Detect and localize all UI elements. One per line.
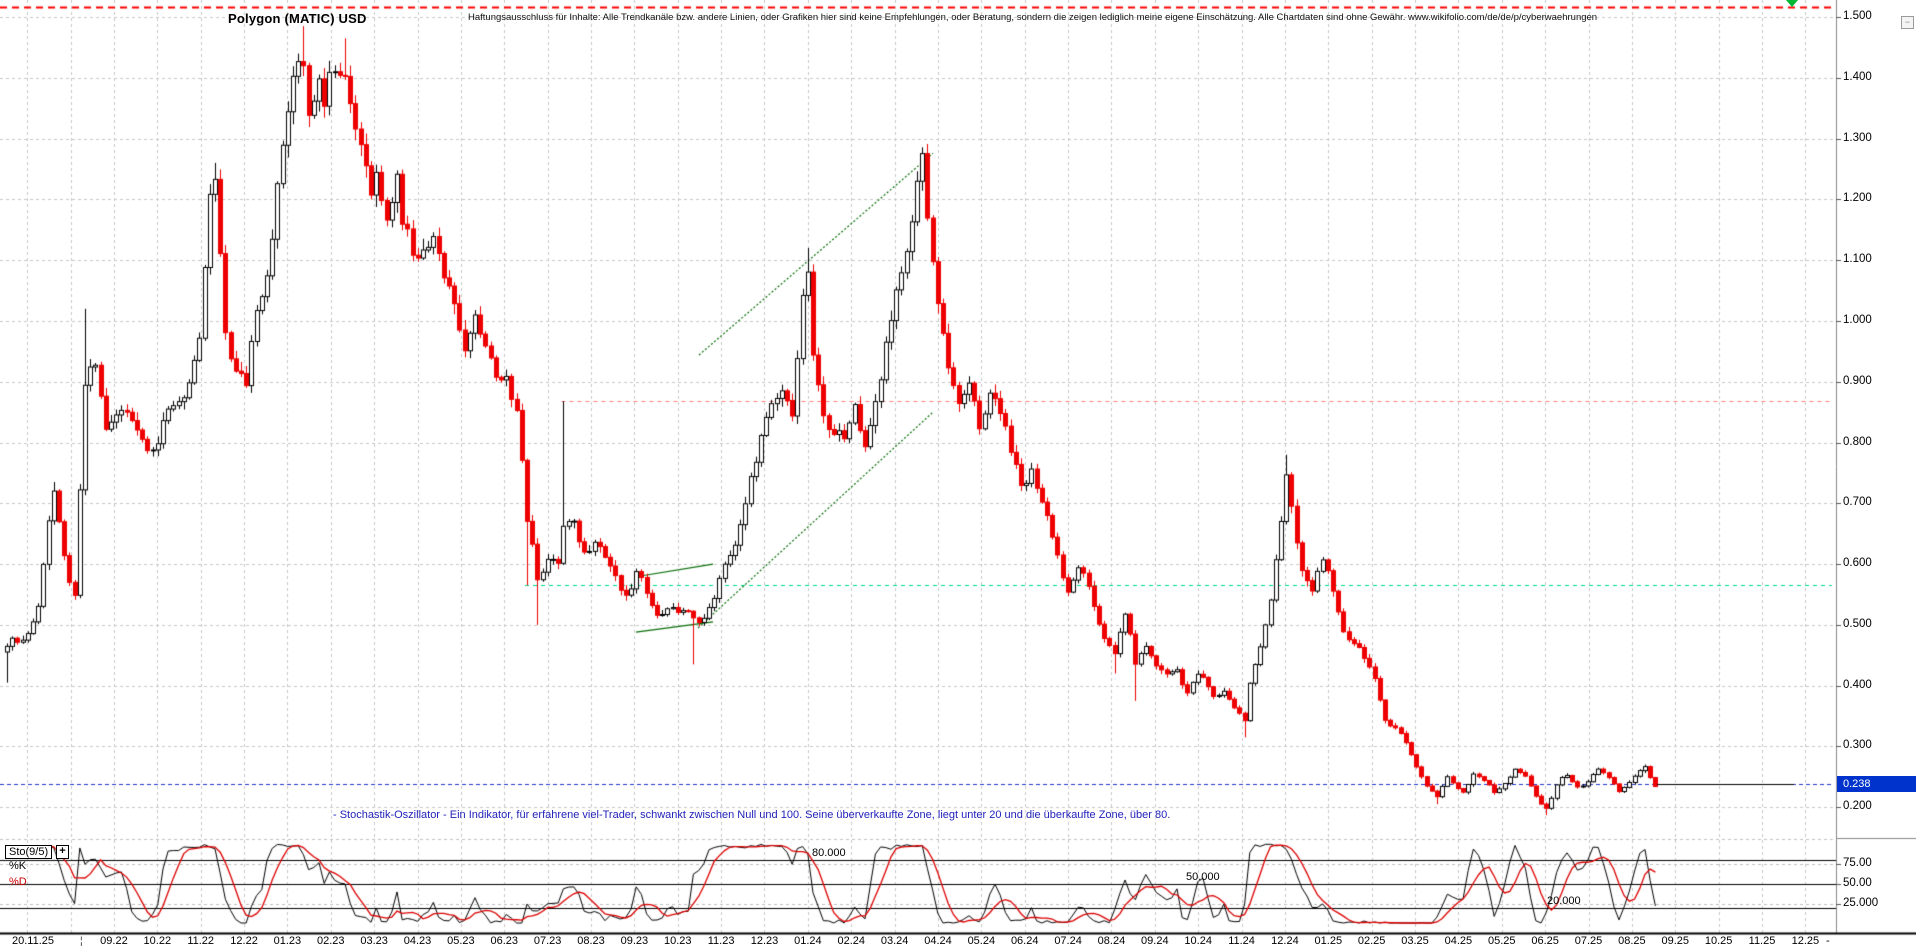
date-tick-label: 09.23 <box>620 935 649 947</box>
date-tick-label: 10.24 <box>1184 935 1212 947</box>
date-tick-label: 03.23 <box>360 935 388 947</box>
date-tick-label: 03.24 <box>880 935 909 947</box>
date-tick-label: 12.22 <box>230 935 258 947</box>
axis-end-mark: - <box>1826 935 1830 947</box>
date-tick-label: 01.25 <box>1314 935 1343 947</box>
stochastic-note: - Stochastik-Oszillator - Ein Indikator,… <box>333 809 1171 821</box>
price-tick-label: 0.600 <box>1843 557 1872 570</box>
date-tick-label: 07.23 <box>533 935 562 947</box>
date-tick-label: 07.25 <box>1574 935 1603 947</box>
price-tick-label: 0.300 <box>1843 739 1872 752</box>
percent-k-label: %K <box>9 860 27 872</box>
oscillator-tick-label: 50.00 <box>1843 877 1872 889</box>
date-tick-label: 05.24 <box>967 935 996 947</box>
date-tick-label: 10.22 <box>143 935 172 947</box>
date-tick-label: 10.23 <box>663 935 692 947</box>
date-tick-label: 05.25 <box>1488 935 1516 947</box>
date-tick-label: 06.24 <box>1010 935 1039 947</box>
current-date-label: 20.11.25 <box>12 935 55 947</box>
date-tick-label: 02.24 <box>837 935 865 947</box>
date-tick-label: 08.23 <box>577 935 605 947</box>
date-tick-label: 08.25 <box>1618 935 1646 947</box>
price-tick-label: 0.500 <box>1843 617 1872 630</box>
oscillator-line-label: 20.000 <box>1547 895 1581 908</box>
disclaimer-text: Haftungsausschluss für Inhalte: Alle Tre… <box>468 12 1598 23</box>
date-tick-label: 12.25 <box>1791 935 1820 947</box>
date-tick-label: 11.25 <box>1748 935 1776 947</box>
price-tick-label: 1.500 <box>1843 10 1872 22</box>
oscillator-line-label: 50.000 <box>1186 871 1220 883</box>
percent-d-label: %D <box>9 876 27 888</box>
date-tick-label: 11.23 <box>707 935 735 947</box>
date-tick-label: 09.25 <box>1661 935 1690 947</box>
date-tick-label: 06.23 <box>490 935 519 947</box>
date-tick-label: 09.22 <box>100 935 128 947</box>
price-tick-label: 0.900 <box>1843 374 1872 387</box>
date-tick-label: 02.25 <box>1357 935 1386 947</box>
date-tick-label: 04.23 <box>403 935 432 947</box>
date-tick-label: 12.24 <box>1271 935 1299 947</box>
price-tick-label: 1.000 <box>1843 313 1872 326</box>
date-tick-label: 11.24 <box>1228 935 1255 947</box>
date-tick-label: 11.22 <box>187 935 215 947</box>
minimize-button[interactable]: − <box>1901 16 1914 29</box>
date-tick-label: 03.25 <box>1401 935 1429 947</box>
last-price-tag: 0.238 <box>1837 776 1916 793</box>
price-tick-label: 0.800 <box>1843 435 1872 448</box>
date-tick-label: 08.24 <box>1097 935 1126 947</box>
date-tick-label: 01.23 <box>273 935 302 947</box>
date-tick-label: 09.24 <box>1141 935 1169 947</box>
indicator-label[interactable]: Sto(9/5) <box>5 845 53 859</box>
axis-left-mark: ¦ <box>80 936 83 947</box>
price-tick-label: 1.100 <box>1843 253 1872 266</box>
oscillator-tick-label: 75.00 <box>1843 856 1872 869</box>
date-tick-label: 07.24 <box>1054 935 1082 947</box>
price-tick-label: 1.200 <box>1843 192 1872 205</box>
chart-title: Polygon (MATIC) USD <box>228 11 367 26</box>
indicator-expand-button[interactable]: + <box>56 845 69 859</box>
date-tick-label: 04.24 <box>924 935 952 947</box>
price-tick-label: 0.700 <box>1843 496 1872 509</box>
date-tick-label: 12.23 <box>750 935 779 947</box>
date-tick-label: 02.23 <box>317 935 345 947</box>
date-tick-label: 10.25 <box>1704 935 1733 947</box>
price-tick-label: 1.300 <box>1843 131 1872 144</box>
date-tick-label: 06.25 <box>1531 935 1559 947</box>
oscillator-line-label: 80.000 <box>812 846 846 859</box>
oscillator-tick-label: 25.000 <box>1843 897 1879 910</box>
date-tick-label: 04.25 <box>1444 935 1473 947</box>
price-tick-label: 1.400 <box>1843 70 1872 83</box>
date-tick-label: 01.24 <box>794 935 822 947</box>
marker-triangle-icon <box>1786 0 1798 7</box>
date-tick-label: 05.23 <box>447 935 475 947</box>
price-tick-label: 0.200 <box>1843 800 1872 813</box>
price-tick-label: 0.400 <box>1843 678 1872 691</box>
